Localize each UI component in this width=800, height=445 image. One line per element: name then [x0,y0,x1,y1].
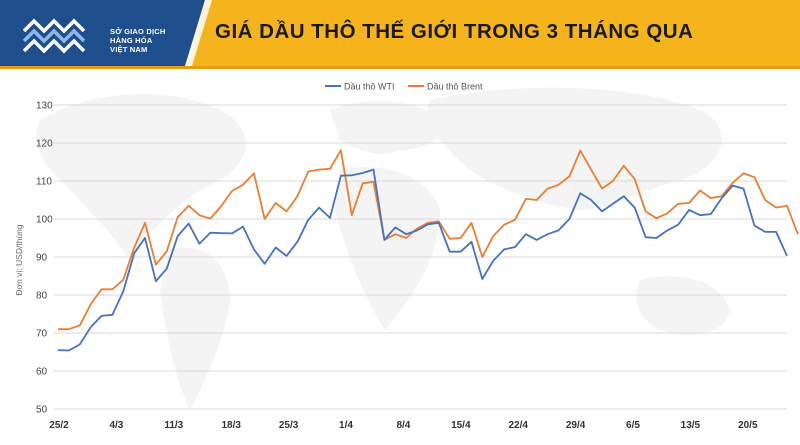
x-tick-label: 11/3 [164,420,183,431]
y-tick-label: 110 [36,177,52,188]
y-tick-label: 60 [36,367,48,378]
x-tick-label: 1/4 [339,420,353,431]
header-banner [0,0,800,69]
x-tick-label: 25/3 [279,420,299,431]
y-tick-label: 130 [36,101,53,112]
series-line-wti [57,168,788,352]
legend-label: Dầu thô Brent [427,82,483,92]
logo-line-2: HÀNG HÓA [110,36,153,45]
x-tick-label: 8/4 [396,420,410,431]
logo-line-3: VIỆT NAM [110,45,148,54]
x-tick-label: 13/5 [681,420,701,431]
chart-series [57,149,799,352]
y-axis-ticks: 50 60 70 80 90 100 110 120 130 [36,101,53,416]
y-tick-label: 80 [36,291,48,302]
x-tick-label: 4/3 [109,420,123,431]
y-tick-label: 90 [36,253,48,264]
x-tick-label: 22/4 [508,420,528,431]
chart-grid [54,104,787,410]
y-tick-label: 120 [36,139,53,150]
logo-line-1: SỞ GIAO DỊCH [110,27,166,36]
legend-item: Dầu thô Brent [408,82,483,92]
page-title: GIÁ DẦU THÔ THẾ GIỚI TRONG 3 THÁNG QUA [215,20,694,43]
series-line-brent [58,149,799,331]
y-tick-label: 70 [36,329,48,340]
y-tick-label: 100 [36,215,53,226]
x-tick-label: 18/3 [221,420,241,431]
logo-mark-icon [22,18,86,54]
chart-legend: Dầu thô WTI Dầu thô Brent [325,82,483,92]
line-chart: Dầu thô WTI Dầu thô Brent 50 60 70 80 90 100 11… [14,82,799,431]
x-axis-ticks: 25/2 4/3 11/3 18/3 25/3 1/4 8/4 15/4 22/4 29/4 6/5… [49,420,758,431]
legend-label: Dầu thô WTI [344,82,395,92]
x-tick-label: 25/2 [49,420,69,431]
legend-item: Dầu thô WTI [325,82,395,92]
x-tick-label: 15/4 [451,420,471,431]
x-tick-label: 6/5 [626,420,640,431]
x-tick-label: 20/5 [738,420,758,431]
y-tick-label: 50 [36,405,48,416]
y-axis-label: Đơn vị: USD/thùng [14,224,24,296]
logo-text: SỞ GIAO DỊCH HÀNG HÓA VIỆT NAM [110,27,165,54]
x-tick-label: 29/4 [566,420,586,431]
logo: SỞ GIAO DỊCH HÀNG HÓA VIỆT NAM [18,9,168,59]
